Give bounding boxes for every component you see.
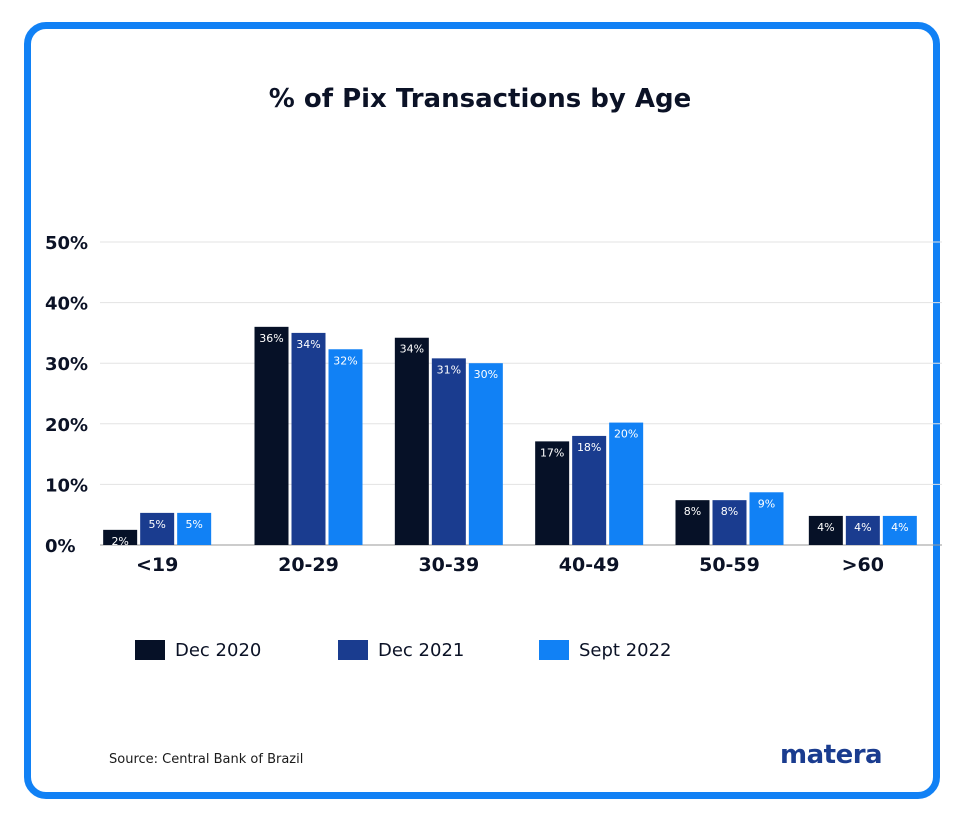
bar-value-label: 8% [721,505,738,518]
bar-value-label: 31% [437,363,461,376]
chart-title: % of Pix Transactions by Age [268,84,692,114]
legend-item: Sept 2022 [539,637,672,663]
bar-value-label: 5% [185,518,202,531]
bar-value-label: 20% [614,428,638,441]
bar [535,441,570,545]
bar [845,515,880,545]
bar [254,326,289,545]
bar-value-label: 2% [111,535,128,548]
bar [882,515,917,545]
legend-item: Dec 2021 [338,637,464,663]
bar [177,512,212,545]
y-tick-label: 10% [45,475,88,496]
bar [103,529,138,545]
bar-value-label: 9% [758,497,775,510]
x-tick-label: >60 [842,554,884,576]
bar [609,422,644,545]
bar-value-label: 4% [891,521,908,534]
legend-item: Dec 2020 [135,637,261,663]
y-tick-label: 50% [45,233,88,254]
bar [291,332,326,545]
y-tick-label: 0% [45,536,76,557]
x-tick-label: 50-59 [699,554,760,576]
legend-label: Dec 2021 [378,639,465,661]
bar-value-label: 4% [817,521,834,534]
bar-value-label: 36% [259,332,283,345]
bar [140,512,175,545]
x-tick-label: 40-49 [559,554,620,576]
bar [808,515,843,545]
y-tick-label: 40% [45,294,88,315]
x-tick-label: <19 [136,554,178,576]
legend-swatch [539,640,569,660]
legend: Dec 2020 Dec 2021 Sept 2022 [0,637,960,663]
bar-value-label: 34% [296,338,320,351]
bar-value-label: 4% [854,521,871,534]
x-tick-label: 20-29 [278,554,339,576]
bar-value-label: 5% [148,518,165,531]
bar [749,492,784,545]
bar-value-label: 34% [400,343,424,356]
bar [675,500,710,545]
legend-swatch [338,640,368,660]
bar-value-label: 8% [684,505,701,518]
bar-value-label: 17% [540,446,564,459]
bar [572,435,607,545]
bar [468,363,503,545]
bar [328,349,363,545]
bar-value-label: 32% [333,354,357,367]
x-tick-label: 30-39 [418,554,479,576]
bar-value-label: 18% [577,441,601,454]
bar [394,337,429,545]
legend-swatch [135,640,165,660]
y-tick-label: 20% [45,415,88,436]
bar [712,500,747,545]
legend-label: Dec 2020 [175,639,262,661]
y-tick-label: 30% [45,354,88,375]
bar [431,358,466,545]
matera-logo: matera [780,740,883,770]
bar-value-label: 30% [474,368,498,381]
legend-label: Sept 2022 [579,639,672,661]
source-note: Source: Central Bank of Brazil [109,752,304,767]
